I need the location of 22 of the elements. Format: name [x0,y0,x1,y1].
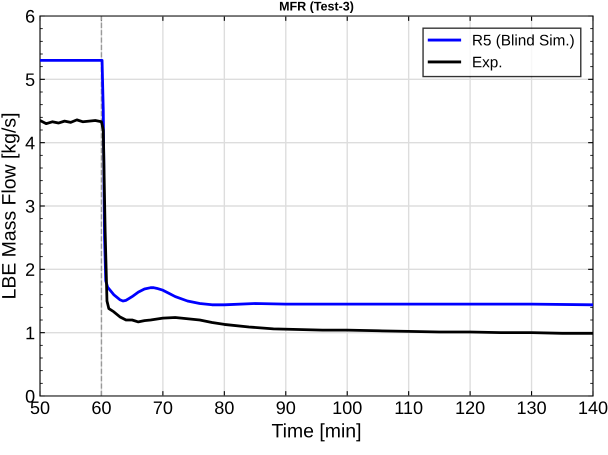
y-tick-label: 3 [26,200,34,213]
legend-label: Exp. [473,56,502,70]
chart-title: MFR (Test-3) [280,1,354,14]
x-axis-title: Time [min] [272,423,360,442]
x-tick-label: 90 [276,401,296,414]
x-tick-label: 80 [215,401,234,414]
y-tick-label: 1 [26,326,34,340]
x-tick-label: 140 [579,401,608,414]
x-tick-label: 100 [334,401,362,414]
y-axis-title: LBE Mass Flow [kg/s] [1,114,20,298]
x-tick-label: 50 [30,401,50,414]
y-tick-label: 6 [26,10,34,23]
x-tick-label: 60 [92,401,111,414]
x-tick-label: 110 [396,401,422,414]
x-tick-label: 130 [518,401,546,414]
y-tick-label: 0 [26,390,34,403]
x-tick-label: 70 [154,401,172,414]
y-tick-label: 5 [26,73,34,86]
x-tick-label: 120 [456,401,484,414]
legend-label: R5 (Blind Sim.) [473,34,574,49]
y-tick-label: 2 [26,263,34,276]
y-tick-label: 4 [26,136,35,150]
